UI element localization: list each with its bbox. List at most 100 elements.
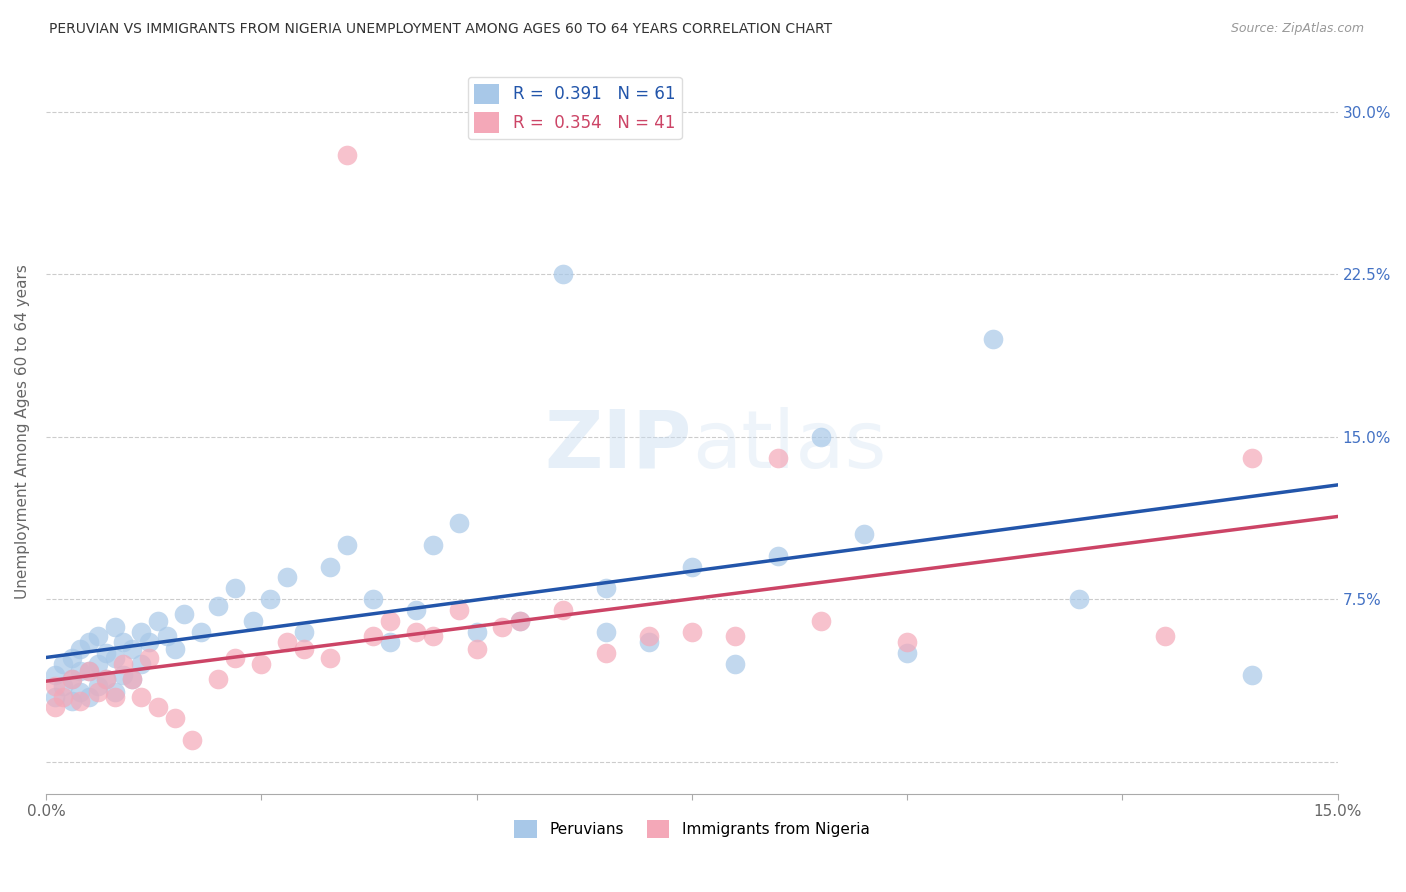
Point	[250, 657, 273, 671]
Point	[595, 582, 617, 596]
Text: atlas: atlas	[692, 407, 886, 484]
Point	[896, 635, 918, 649]
Point	[104, 650, 127, 665]
Point	[77, 664, 100, 678]
Point	[449, 603, 471, 617]
Point	[405, 624, 427, 639]
Point	[449, 516, 471, 531]
Point	[52, 690, 75, 704]
Point	[319, 650, 342, 665]
Point	[96, 672, 118, 686]
Point	[336, 538, 359, 552]
Point	[810, 430, 832, 444]
Point	[1240, 451, 1263, 466]
Point	[60, 672, 83, 686]
Point	[224, 650, 246, 665]
Point	[551, 603, 574, 617]
Point	[44, 679, 66, 693]
Point	[681, 559, 703, 574]
Point	[44, 700, 66, 714]
Point	[422, 538, 444, 552]
Point	[86, 679, 108, 693]
Point	[361, 592, 384, 607]
Point	[766, 451, 789, 466]
Point	[207, 599, 229, 613]
Point	[509, 614, 531, 628]
Point	[637, 629, 659, 643]
Point	[509, 614, 531, 628]
Point	[69, 641, 91, 656]
Point	[896, 646, 918, 660]
Point	[69, 694, 91, 708]
Point	[121, 641, 143, 656]
Point	[77, 664, 100, 678]
Point	[276, 635, 298, 649]
Point	[681, 624, 703, 639]
Point	[146, 700, 169, 714]
Point	[77, 635, 100, 649]
Point	[60, 650, 83, 665]
Legend: Peruvians, Immigrants from Nigeria: Peruvians, Immigrants from Nigeria	[508, 814, 876, 845]
Point	[276, 570, 298, 584]
Point	[380, 635, 402, 649]
Point	[86, 685, 108, 699]
Point	[129, 624, 152, 639]
Y-axis label: Unemployment Among Ages 60 to 64 years: Unemployment Among Ages 60 to 64 years	[15, 264, 30, 599]
Point	[112, 635, 135, 649]
Point	[96, 646, 118, 660]
Point	[165, 711, 187, 725]
Point	[724, 629, 747, 643]
Point	[551, 267, 574, 281]
Point	[595, 646, 617, 660]
Point	[380, 614, 402, 628]
Point	[96, 672, 118, 686]
Point	[190, 624, 212, 639]
Point	[77, 690, 100, 704]
Point	[155, 629, 177, 643]
Point	[121, 672, 143, 686]
Point	[86, 629, 108, 643]
Point	[595, 624, 617, 639]
Text: ZIP: ZIP	[544, 407, 692, 484]
Point	[52, 657, 75, 671]
Point	[86, 657, 108, 671]
Point	[405, 603, 427, 617]
Text: PERUVIAN VS IMMIGRANTS FROM NIGERIA UNEMPLOYMENT AMONG AGES 60 TO 64 YEARS CORRE: PERUVIAN VS IMMIGRANTS FROM NIGERIA UNEM…	[49, 22, 832, 37]
Point	[60, 672, 83, 686]
Point	[981, 332, 1004, 346]
Point	[112, 668, 135, 682]
Point	[121, 672, 143, 686]
Point	[207, 672, 229, 686]
Point	[1240, 668, 1263, 682]
Point	[112, 657, 135, 671]
Point	[810, 614, 832, 628]
Point	[138, 635, 160, 649]
Point	[491, 620, 513, 634]
Point	[173, 607, 195, 622]
Point	[104, 690, 127, 704]
Point	[69, 685, 91, 699]
Point	[104, 685, 127, 699]
Point	[1069, 592, 1091, 607]
Point	[465, 624, 488, 639]
Point	[361, 629, 384, 643]
Point	[104, 620, 127, 634]
Text: Source: ZipAtlas.com: Source: ZipAtlas.com	[1230, 22, 1364, 36]
Point	[44, 690, 66, 704]
Point	[724, 657, 747, 671]
Point	[52, 679, 75, 693]
Point	[259, 592, 281, 607]
Point	[766, 549, 789, 563]
Point	[69, 664, 91, 678]
Point	[129, 657, 152, 671]
Point	[1154, 629, 1177, 643]
Point	[336, 148, 359, 162]
Point	[44, 668, 66, 682]
Point	[292, 641, 315, 656]
Point	[853, 527, 876, 541]
Point	[138, 650, 160, 665]
Point	[242, 614, 264, 628]
Point	[181, 732, 204, 747]
Point	[292, 624, 315, 639]
Point	[224, 582, 246, 596]
